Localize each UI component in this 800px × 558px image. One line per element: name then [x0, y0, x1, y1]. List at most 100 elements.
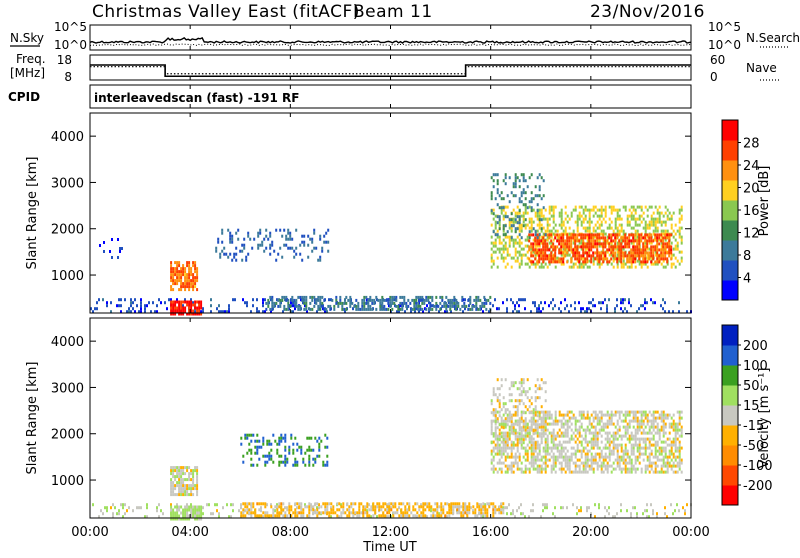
echo-cell — [380, 505, 382, 508]
echo-cell — [652, 239, 654, 242]
echo-cell — [531, 462, 533, 465]
echo-cell — [539, 266, 541, 269]
echo-cell — [623, 420, 625, 423]
echo-cell — [544, 503, 546, 506]
echo-cell — [198, 307, 200, 310]
echo-cell — [158, 298, 160, 301]
echo-cell — [585, 441, 587, 444]
echo-cell — [385, 299, 387, 302]
echo-cell — [442, 511, 444, 514]
echo-cell — [545, 459, 547, 462]
echo-cell — [475, 296, 477, 299]
echo-cell — [635, 209, 637, 212]
echo-cell — [671, 453, 673, 456]
echo-cell — [607, 432, 609, 435]
echo-cell — [391, 299, 393, 302]
echo-cell — [638, 245, 640, 248]
echo-cell — [335, 299, 337, 302]
echo-cell — [190, 487, 192, 490]
echo-cell — [501, 468, 503, 471]
echo-cell — [422, 511, 424, 514]
echo-cell — [617, 209, 619, 212]
echo-cell — [172, 515, 174, 518]
echo-cell — [358, 502, 360, 505]
echo-cell — [547, 227, 549, 230]
echo-cell — [574, 242, 576, 245]
echo-cell — [501, 432, 503, 435]
echo-cell — [519, 402, 521, 405]
echo-cell — [178, 273, 180, 276]
echo-cell — [665, 423, 667, 426]
echo-cell — [637, 230, 639, 233]
echo-cell — [429, 305, 431, 308]
echo-cell — [561, 420, 563, 423]
echo-cell — [512, 301, 514, 304]
echo-cell — [545, 411, 547, 414]
echo-cell — [282, 437, 284, 440]
echo-cell — [630, 239, 632, 242]
echo-cell — [253, 238, 255, 241]
echo-cell — [657, 426, 659, 429]
echo-cell — [604, 298, 606, 301]
echo-cell — [521, 471, 523, 474]
echo-cell — [461, 296, 463, 299]
echo-cell — [651, 224, 653, 227]
echo-cell — [308, 505, 310, 508]
echo-cell — [330, 508, 332, 511]
echo-cell — [356, 514, 358, 517]
echo-cell — [170, 273, 172, 276]
echo-cell — [172, 276, 174, 279]
echo-cell — [601, 230, 603, 233]
echo-cell — [656, 257, 658, 260]
echo-cell — [535, 447, 537, 450]
echo-cell — [579, 432, 581, 435]
echo-cell — [539, 447, 541, 450]
echo-cell — [669, 450, 671, 453]
echo-cell — [649, 444, 651, 447]
echo-cell — [198, 515, 200, 518]
echo-cell — [586, 233, 588, 236]
echo-cell — [497, 426, 499, 429]
echo-cell — [517, 242, 519, 245]
echo-cell — [188, 506, 190, 509]
echo-cell — [194, 261, 196, 264]
echo-cell — [515, 185, 517, 188]
echo-cell — [651, 423, 653, 426]
echo-cell — [246, 301, 248, 304]
echo-cell — [172, 288, 174, 291]
echo-cell — [308, 461, 310, 464]
echo-cell — [593, 444, 595, 447]
echo-cell — [454, 502, 456, 505]
echo-cell — [605, 453, 607, 456]
echo-cell — [539, 212, 541, 215]
echo-cell — [679, 456, 681, 459]
echo-cell — [400, 508, 402, 511]
echo-cell — [396, 511, 398, 514]
echo-cell — [538, 260, 540, 263]
echo-cell — [435, 308, 437, 311]
echo-cell — [314, 511, 316, 514]
echo-cell — [176, 472, 178, 475]
echo-cell — [667, 465, 669, 468]
echo-cell — [507, 236, 509, 239]
echo-cell — [657, 429, 659, 432]
echo-cell — [353, 305, 355, 308]
echo-cell — [174, 506, 176, 509]
echo-cell — [507, 251, 509, 254]
echo-cell — [431, 299, 433, 302]
echo-cell — [592, 239, 594, 242]
echo-cell — [595, 212, 597, 215]
echo-cell — [505, 182, 507, 185]
echo-cell — [493, 173, 495, 176]
echo-cell — [657, 441, 659, 444]
echo-cell — [523, 390, 525, 393]
echo-cell — [368, 514, 370, 517]
echo-cell — [673, 456, 675, 459]
echo-cell — [591, 438, 593, 441]
echo-cell — [663, 459, 665, 462]
echo-cell — [462, 514, 464, 517]
echo-cell — [229, 235, 231, 238]
echo-cell — [594, 242, 596, 245]
echo-cell — [505, 215, 507, 218]
echo-cell — [607, 465, 609, 468]
